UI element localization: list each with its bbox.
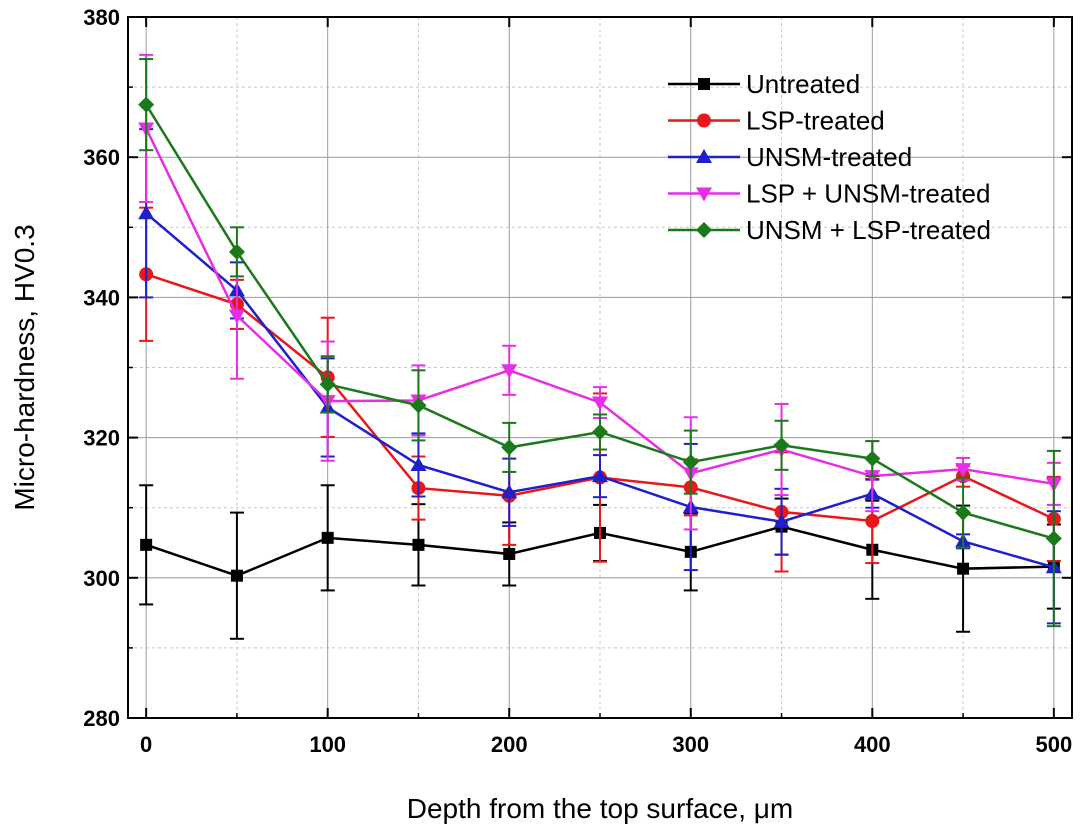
legend-marker	[696, 149, 712, 163]
legend-item: LSP + UNSM-treated	[668, 179, 990, 209]
data-point	[501, 364, 518, 379]
data-point	[773, 437, 790, 454]
data-point	[592, 423, 608, 440]
axes: 0 100 200 300 400 500 280 300 320 340 360 380	[83, 5, 1073, 757]
x-tick-label: 400	[854, 732, 891, 757]
legend-label: UNSM + LSP-treated	[746, 215, 991, 245]
x-tick-label: 0	[140, 732, 152, 757]
series-unsm-lsp-treated	[138, 58, 1062, 628]
y-tick-label: 300	[83, 566, 120, 591]
y-tick-label: 320	[83, 426, 120, 451]
y-tick-label: 280	[83, 706, 120, 731]
data-point	[955, 504, 972, 521]
legend-item: LSP-treated	[668, 106, 885, 136]
legend: Untreated LSP-treated UNSM-treated LSP + UN…	[668, 69, 991, 245]
legend-marker	[696, 222, 712, 238]
y-axis-title: Micro-hardness, HV0.3	[9, 224, 40, 510]
y-tick-label: 360	[83, 145, 120, 170]
data-point	[503, 547, 516, 560]
legend-label: LSP-treated	[746, 106, 885, 136]
y-tick-label: 340	[83, 285, 120, 310]
data-point	[140, 538, 153, 551]
data-point	[955, 463, 972, 478]
data-point	[138, 96, 155, 113]
series-lsp-unsm-treated	[138, 53, 1062, 531]
x-tick-label: 300	[672, 732, 709, 757]
x-tick-label: 500	[1035, 732, 1072, 757]
data-point	[865, 514, 880, 529]
legend-item: UNSM + LSP-treated	[668, 215, 991, 245]
data-point	[228, 309, 245, 324]
data-point	[138, 205, 155, 220]
data-point	[410, 456, 427, 471]
x-tick-label: 100	[309, 732, 346, 757]
series-layer	[138, 53, 1062, 640]
legend-item: UNSM-treated	[668, 142, 912, 172]
x-tick-label: 200	[491, 732, 528, 757]
data-point	[501, 484, 518, 499]
data-point	[592, 396, 608, 411]
legend-marker	[698, 78, 710, 90]
legend-label: Untreated	[746, 69, 860, 99]
legend-label: LSP + UNSM-treated	[746, 179, 990, 209]
legend-marker	[696, 187, 712, 202]
data-point	[773, 513, 790, 528]
x-axis-title: Depth from the top surface, μm	[407, 793, 794, 824]
data-point	[592, 468, 608, 483]
data-point	[410, 397, 427, 414]
legend-label: UNSM-treated	[746, 142, 912, 172]
data-point	[412, 538, 425, 551]
data-point	[228, 243, 245, 260]
y-tick-label: 380	[83, 5, 120, 30]
legend-marker	[697, 113, 711, 128]
data-point	[319, 376, 336, 393]
data-point	[230, 569, 243, 582]
data-point	[864, 450, 881, 467]
data-point	[957, 562, 970, 575]
data-point	[682, 454, 699, 471]
data-point	[1045, 530, 1062, 547]
legend-item: Untreated	[668, 69, 860, 99]
data-point	[501, 439, 518, 456]
data-point	[321, 531, 334, 544]
grid-lines	[128, 16, 1072, 719]
